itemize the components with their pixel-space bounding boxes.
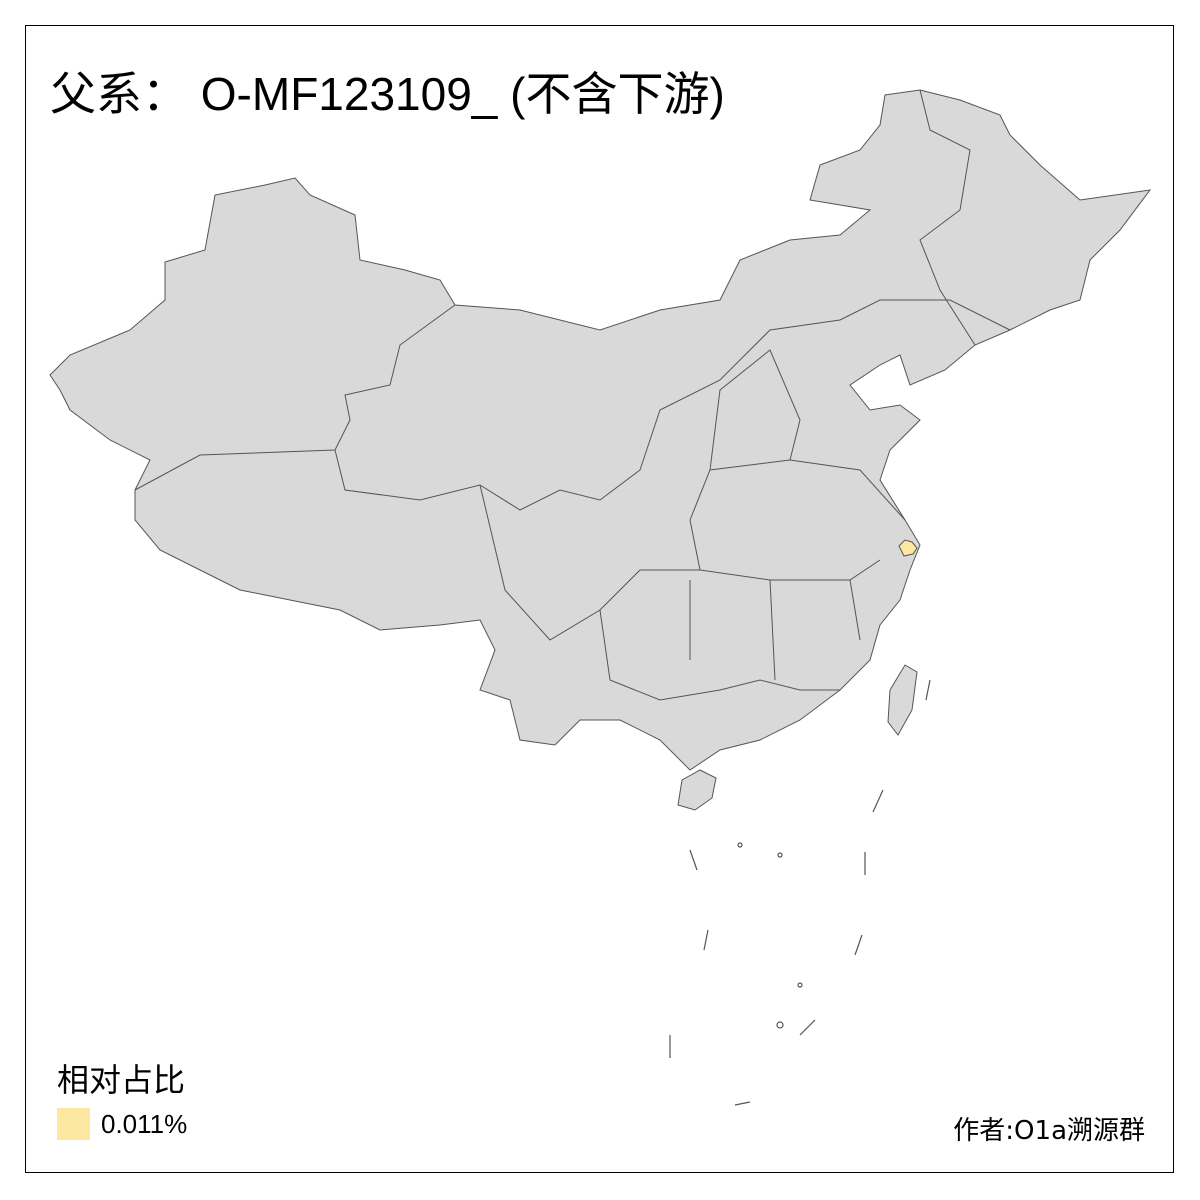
author-credit: 作者:O1a溯源群	[953, 1116, 1145, 1146]
region-shanghai	[898, 539, 918, 557]
taiwan-island	[887, 664, 918, 736]
hainan-island	[677, 769, 717, 811]
map-title: 父系： O-MF123109_ (不含下游)	[50, 68, 725, 120]
province-borders	[134, 89, 1011, 701]
legend-item: 0.011%	[57, 1108, 187, 1140]
legend-swatch	[57, 1108, 90, 1140]
legend-label: 0.011%	[101, 1108, 188, 1139]
plot-border	[25, 25, 1174, 1173]
south-china-sea-islands	[669, 679, 931, 1106]
legend-title: 相对占比	[57, 1061, 186, 1099]
